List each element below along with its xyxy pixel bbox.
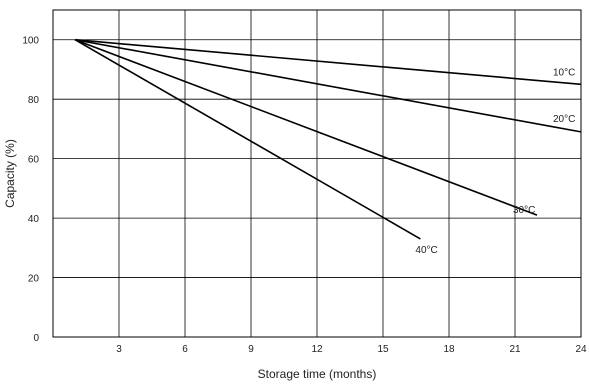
y-tick-label: 80 xyxy=(28,95,40,106)
y-tick-label: 20 xyxy=(28,274,40,285)
series-labels: 10°C 20°C 30°C 40°C xyxy=(415,67,575,256)
x-tick-label: 6 xyxy=(182,344,188,355)
y-tick-label: 100 xyxy=(22,36,39,47)
series-label: 10°C xyxy=(553,67,575,78)
y-axis-label: Capacity (%) xyxy=(3,139,17,208)
x-tick-labels: 3 6 9 12 15 18 21 24 xyxy=(116,344,587,355)
series-label: 40°C xyxy=(415,245,437,256)
series-line xyxy=(74,38,582,133)
y-tick-label: 40 xyxy=(28,214,40,225)
x-axis-label: Storage time (months) xyxy=(258,367,377,381)
y-tick-label: 60 xyxy=(28,155,40,166)
y-tick-labels: 0 20 40 60 80 100 xyxy=(22,36,39,344)
series-line xyxy=(74,38,538,216)
x-tick-label: 21 xyxy=(509,344,521,355)
x-tick-label: 12 xyxy=(311,344,323,355)
series-label: 30°C xyxy=(513,205,535,216)
x-tick-label: 18 xyxy=(443,344,455,355)
series-line xyxy=(74,38,582,86)
x-tick-label: 15 xyxy=(377,344,389,355)
x-tick-label: 3 xyxy=(116,344,122,355)
series-label: 20°C xyxy=(553,114,575,125)
x-tick-label: 9 xyxy=(248,344,254,355)
plot-frame xyxy=(52,9,582,338)
series-line xyxy=(74,39,421,240)
grid xyxy=(53,10,581,337)
x-tick-label: 24 xyxy=(575,344,587,355)
series-lines xyxy=(74,38,582,240)
y-tick-label: 0 xyxy=(33,333,39,344)
